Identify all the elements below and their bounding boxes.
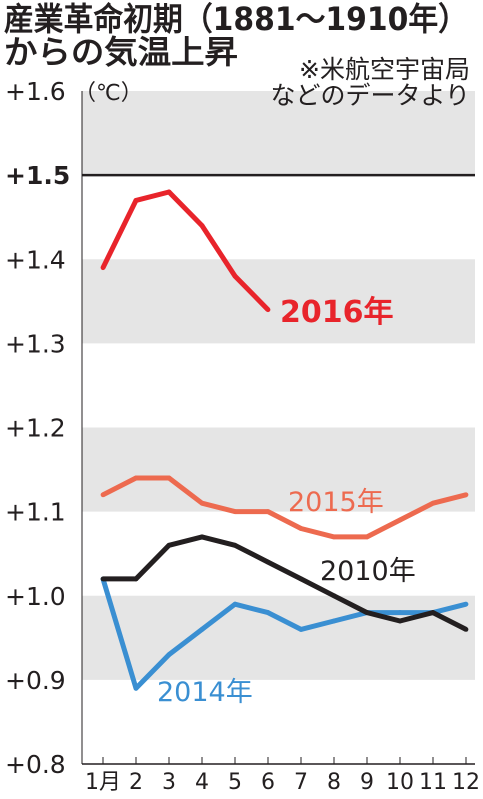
series-line-2014 (100, 578, 467, 691)
source-note-line-2: などのデータより (270, 81, 470, 110)
data-point-2015 (331, 534, 337, 540)
data-point-2010 (364, 610, 370, 615)
data-point-2010 (100, 576, 106, 582)
x-tick-label: 9 (360, 770, 374, 795)
data-point-2015 (166, 475, 172, 481)
data-point-2010 (397, 618, 403, 624)
shaded-band (82, 595, 475, 680)
data-point-2015 (265, 509, 271, 515)
data-point-2014 (265, 610, 271, 615)
x-tick-label: 5 (228, 770, 242, 795)
y-axis-unit: （℃） (74, 81, 143, 106)
data-point-2016 (133, 197, 139, 203)
series-line-2010 (103, 534, 468, 632)
series-label-2014: 2014年 (157, 677, 253, 708)
x-tick-label: 3 (162, 770, 176, 795)
data-point-2010 (265, 559, 271, 565)
data-point-2015 (199, 500, 205, 506)
series-line-2016 (100, 189, 270, 312)
x-tick-label: 1月 (85, 770, 121, 795)
y-tick-label: +1.6 (5, 77, 66, 106)
data-point-2010 (232, 542, 238, 548)
y-tick-label: +0.8 (5, 750, 66, 779)
series-lines (100, 189, 469, 691)
y-tick-label: +1.4 (5, 245, 66, 274)
series-labels: 2016年 2015年 2010年 2014年 (157, 295, 416, 708)
axes: +1.6 +1.5 +1.4 +1.3 +1.2 +1.1 +1.0 +0.9 +0.8 1月 2 3… (5, 77, 480, 795)
series-label-2010: 2010年 (320, 556, 416, 587)
y-tick-label: +1.1 (5, 498, 66, 527)
data-point-2014 (331, 618, 337, 624)
x-tick-label: 12 (452, 770, 480, 795)
data-point-2010 (166, 542, 172, 548)
data-point-2016 (166, 189, 172, 195)
chart-title-line-2: からの気温上昇 (4, 33, 238, 71)
series-line-2015 (101, 475, 467, 540)
data-point-2016 (265, 307, 271, 313)
data-point-2015 (463, 492, 469, 498)
y-tick-label: +1.2 (5, 414, 66, 443)
shaded-bands (82, 91, 475, 680)
data-point-2015 (298, 526, 304, 531)
data-point-2014 (397, 610, 403, 615)
data-point-2014 (298, 627, 304, 632)
y-tick-label: +1.0 (5, 582, 66, 611)
data-point-2015 (133, 475, 139, 481)
x-tick-label: 7 (294, 770, 308, 795)
shaded-band (82, 91, 475, 176)
series-label-2015: 2015年 (288, 487, 384, 518)
data-point-2014 (133, 685, 139, 691)
x-tick-label: 8 (327, 770, 341, 795)
x-tick-label: 2 (129, 770, 143, 795)
data-point-2015 (232, 509, 238, 515)
data-point-2015 (397, 517, 403, 523)
x-tick-label: 10 (386, 770, 414, 795)
data-point-2010 (430, 610, 436, 615)
y-tick-label: +0.9 (5, 666, 66, 695)
data-point-2010 (331, 593, 337, 599)
y-tick-label: +1.3 (5, 329, 66, 358)
chart-title-line-1: 産業革命初期（1881～1910年） (4, 0, 468, 38)
data-point-2010 (463, 627, 469, 632)
x-tick-label: 11 (419, 770, 447, 795)
x-tick-label: 6 (261, 770, 275, 795)
series-label-2016: 2016年 (280, 295, 394, 330)
data-point-2015 (364, 534, 370, 540)
x-tick-label: 4 (195, 770, 209, 795)
shaded-band (82, 259, 475, 344)
shaded-band (82, 427, 475, 512)
data-point-2010 (133, 576, 139, 582)
data-point-2015 (430, 500, 436, 506)
data-point-2014 (199, 627, 205, 632)
data-point-2016 (100, 265, 106, 271)
data-point-2016 (199, 223, 205, 229)
data-point-2016 (232, 273, 238, 279)
data-point-2014 (232, 601, 238, 607)
data-point-2014 (463, 601, 469, 607)
source-note-line-1: ※米航空宇宙局 (299, 55, 470, 84)
data-point-2010 (199, 534, 205, 540)
data-point-2010 (298, 576, 304, 582)
data-point-2014 (166, 652, 172, 658)
y-tick-label: +1.5 (5, 161, 70, 190)
data-point-2015 (100, 492, 106, 498)
